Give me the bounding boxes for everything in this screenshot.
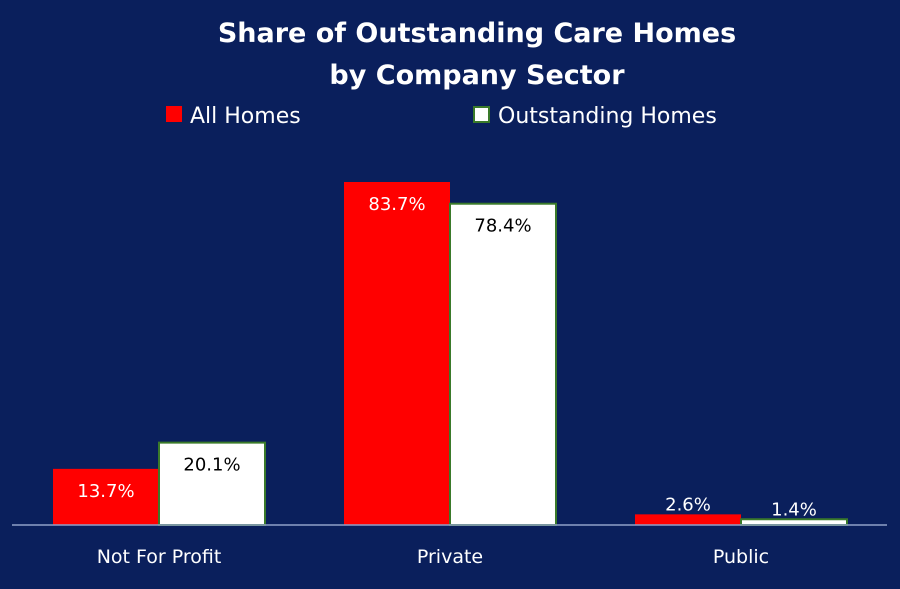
legend-label-all-homes: All Homes [190, 104, 301, 129]
bar-all-homes-not-for-profit [53, 468, 159, 525]
category-label-not-for-profit: Not For Profit [97, 546, 222, 568]
category-label-public: Public [713, 546, 769, 568]
category-labels: Not For Profit Private Public [97, 546, 769, 568]
legend-swatch-outstanding-homes [473, 106, 490, 123]
legend: All Homes Outstanding Homes [166, 104, 717, 129]
chart-title-line-1: Share of Outstanding Care Homes [218, 18, 736, 49]
bar-outstanding-homes-not-for-profit [158, 441, 266, 527]
chart-title-line-2: by Company Sector [329, 60, 625, 91]
bars-group: 13.7% 20.1% 83.7% 78.4% 2.6% 1.4% [53, 182, 848, 527]
data-label-all-homes-not-for-profit: 13.7% [77, 481, 134, 502]
data-label-all-homes-private: 83.7% [368, 194, 425, 215]
bar-all-homes-public [635, 514, 741, 525]
data-label-all-homes-public: 2.6% [665, 494, 711, 515]
legend-swatch-all-homes [166, 106, 182, 122]
bar-outstanding-homes-private [449, 202, 557, 526]
category-label-private: Private [417, 546, 483, 568]
data-label-outstanding-homes-not-for-profit: 20.1% [183, 455, 240, 476]
legend-label-outstanding-homes: Outstanding Homes [498, 104, 717, 129]
data-label-outstanding-homes-private: 78.4% [474, 216, 531, 237]
data-label-outstanding-homes-public: 1.4% [771, 499, 817, 520]
bar-all-homes-private [344, 182, 450, 525]
